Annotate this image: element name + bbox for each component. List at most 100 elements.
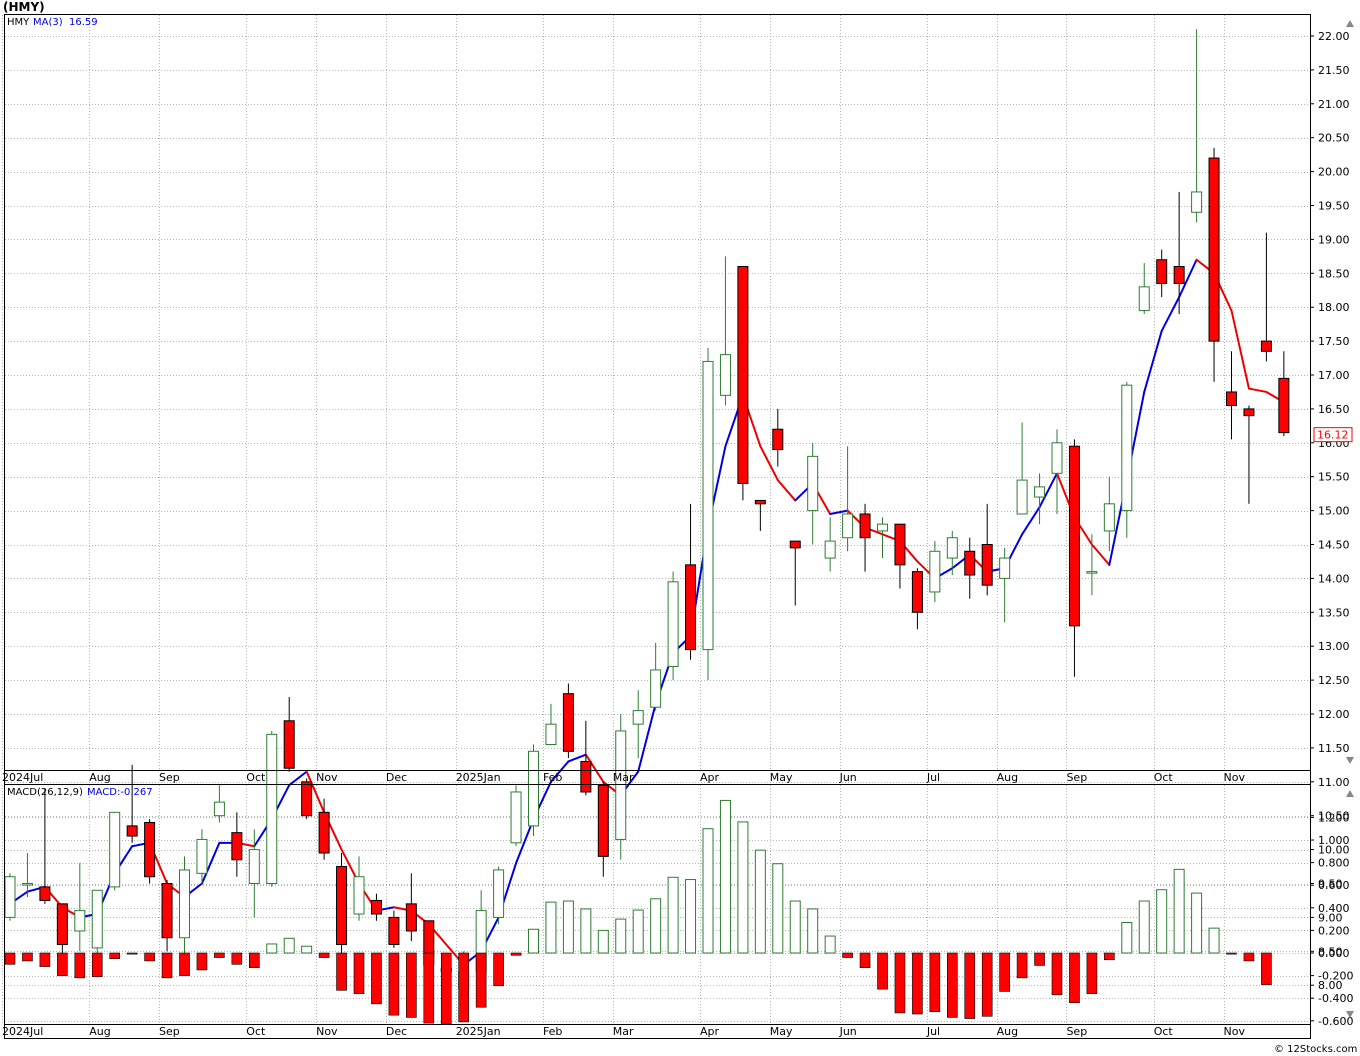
date-label: Feb	[543, 771, 562, 784]
date-label: Aug	[89, 771, 110, 784]
candle	[1208, 147, 1220, 382]
candle	[266, 730, 278, 887]
macd-bar	[597, 929, 609, 954]
macd-bar	[1138, 900, 1150, 954]
ma-segment	[1247, 387, 1268, 393]
candle-body	[842, 513, 854, 539]
ma-segment	[549, 760, 570, 783]
date-label: 2025Jan	[456, 771, 501, 784]
candle	[283, 697, 295, 772]
macd-date-label: Aug	[997, 1025, 1018, 1038]
candle-body	[737, 266, 749, 484]
price-tick-label: 14.50	[1318, 539, 1350, 552]
macd-bar	[126, 952, 138, 955]
candlestick-series	[4, 29, 1290, 999]
macd-bar	[74, 952, 86, 979]
macd-bar	[318, 952, 330, 958]
candle-body	[179, 869, 190, 939]
candle	[353, 856, 365, 921]
candle	[1226, 351, 1237, 440]
candle-body	[144, 821, 156, 878]
macd-bar	[423, 952, 435, 1024]
candle	[39, 788, 51, 904]
candle-body	[545, 723, 557, 746]
macd-bar	[615, 918, 627, 954]
macd-tick-label: 0.600	[1318, 879, 1350, 892]
candle-body	[370, 899, 382, 915]
candle	[126, 764, 138, 843]
price-tick-label: 21.00	[1318, 98, 1350, 111]
candle-body	[1278, 377, 1290, 434]
macd-bar	[1156, 889, 1168, 954]
price-tick-label: 8.00	[1318, 979, 1343, 992]
macd-bar	[214, 952, 225, 958]
candle-body	[615, 730, 627, 840]
candle	[144, 819, 156, 884]
candle	[388, 910, 400, 948]
candle-body	[1016, 479, 1028, 515]
macd-bar	[493, 952, 504, 987]
candle-body	[754, 499, 766, 505]
macd-bar	[196, 952, 208, 971]
macd-axis-down-arrow	[1346, 1011, 1354, 1018]
candle-body	[336, 866, 348, 946]
candle-body	[4, 876, 16, 918]
candle	[318, 798, 330, 860]
macd-bar	[772, 863, 784, 954]
macd-bar	[545, 901, 557, 954]
candle-body	[807, 455, 819, 512]
candle-body	[859, 513, 871, 539]
macd-bar	[1016, 952, 1028, 979]
date-label: May	[770, 771, 793, 784]
macd-date-label: Sep	[159, 1025, 180, 1038]
candle-body	[1068, 445, 1080, 627]
candle	[999, 547, 1011, 623]
symbol-title: (HMY)	[3, 0, 45, 14]
macd-tick-label: -0.600	[1318, 1015, 1353, 1028]
macd-tick-label: -0.200	[1318, 970, 1353, 983]
macd-bar	[1243, 952, 1255, 962]
candle	[1138, 263, 1150, 314]
macd-bar	[999, 952, 1010, 992]
macd-bar	[336, 952, 347, 991]
footer-copyright: © 12Stocks.com	[1274, 1044, 1357, 1055]
candle	[685, 503, 697, 660]
macd-bar	[877, 952, 888, 990]
candle-body	[981, 544, 993, 586]
macd-tick-label: 1.000	[1318, 834, 1350, 847]
macd-bar	[894, 952, 906, 1014]
macd-tick-label: 0.200	[1318, 924, 1350, 937]
price-axis-down-arrow	[1346, 757, 1354, 764]
macd-bar	[475, 952, 487, 1008]
macd-date-label: Oct	[246, 1025, 266, 1038]
candle	[754, 499, 766, 531]
price-tick-label: 13.50	[1318, 606, 1350, 619]
candle-body	[301, 781, 313, 817]
macd-bar	[406, 952, 417, 1018]
price-tick-label: 14.00	[1318, 572, 1350, 585]
candle-body	[318, 811, 330, 854]
macd-bar	[1261, 952, 1272, 985]
macd-bar	[266, 943, 278, 954]
legend-ma-label: MA(3)	[33, 17, 63, 28]
candle-body	[562, 693, 574, 752]
candle	[1278, 351, 1290, 437]
candle	[179, 856, 190, 962]
macd-legend-value: MACD:-0.267	[87, 787, 153, 798]
macd-bar	[719, 799, 731, 954]
candle	[562, 683, 574, 759]
price-tick-label: 22.00	[1318, 30, 1350, 43]
price-tick-label: 18.50	[1318, 267, 1350, 280]
candle-body	[493, 869, 505, 918]
candle	[946, 530, 958, 576]
candle-body	[1156, 259, 1168, 284]
macd-bar	[353, 952, 365, 994]
macd-panel-grid	[2, 785, 1310, 1024]
ma-segment	[584, 753, 605, 783]
candle	[1068, 439, 1080, 677]
candle	[894, 523, 906, 589]
macd-date-label: May	[770, 1025, 793, 1038]
macd-bar	[22, 952, 33, 962]
candle-body	[248, 849, 260, 884]
candle	[370, 893, 382, 921]
